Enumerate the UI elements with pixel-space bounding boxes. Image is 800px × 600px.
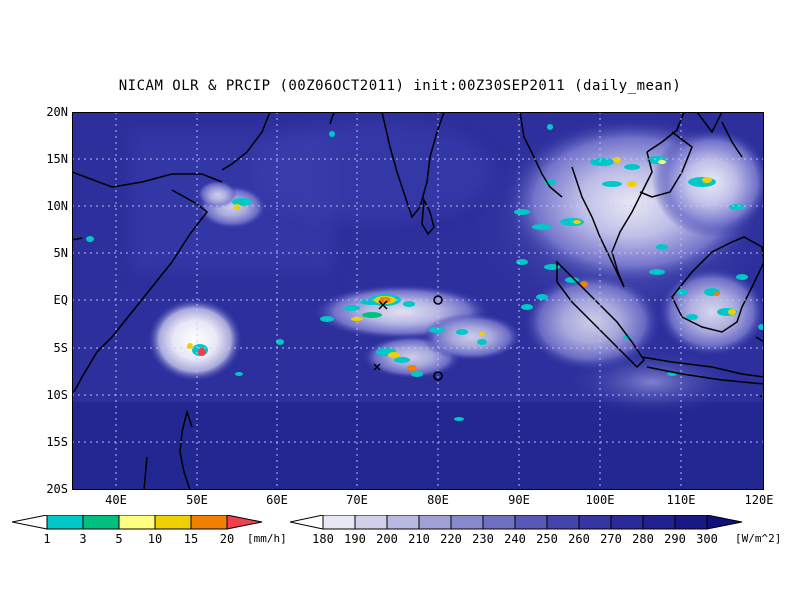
lon-label: 90E <box>508 493 530 507</box>
africa-east-coast <box>73 189 209 393</box>
lon-label: 50E <box>186 493 208 507</box>
sri-lanka-coast <box>421 197 435 236</box>
olr-tick: 200 <box>376 532 398 546</box>
olr-precip-map <box>72 112 764 490</box>
borneo-coast <box>671 236 764 333</box>
cross-marker <box>373 363 381 371</box>
olr-colorbar <box>290 515 743 530</box>
precip-color-3 <box>118 515 156 530</box>
arabia-south-coast <box>221 112 271 171</box>
malay-peninsula-west <box>571 166 625 288</box>
lat-label: 15N <box>46 152 68 166</box>
lat-label: 10S <box>46 388 68 402</box>
lat-label: 5S <box>53 341 68 355</box>
lon-label: 120E <box>744 493 774 507</box>
olr-tick: 240 <box>504 532 526 546</box>
olr-tick: 270 <box>600 532 622 546</box>
precip-colorbar <box>12 515 263 530</box>
lon-label: 60E <box>266 493 288 507</box>
precip-tick: 15 <box>183 532 199 546</box>
sumatra-coast <box>556 260 645 369</box>
precip-color-5 <box>190 515 228 530</box>
arabia-coast <box>72 171 223 188</box>
precip-tick: 20 <box>219 532 235 546</box>
lat-label: 15S <box>46 435 68 449</box>
lon-label: 70E <box>346 493 368 507</box>
olr-tick: 280 <box>632 532 654 546</box>
lon-label: 100E <box>585 493 615 507</box>
grid-lines <box>72 112 764 490</box>
olr-tick: 250 <box>536 532 558 546</box>
precip-tick: 3 <box>79 532 87 546</box>
lat-label: 10N <box>46 199 68 213</box>
olr-unit: [W/m^2] <box>735 532 782 545</box>
olr-tick: 180 <box>312 532 334 546</box>
precip-color-4 <box>154 515 192 530</box>
lat-label: EQ <box>53 293 68 307</box>
lon-label: 110E <box>666 493 696 507</box>
olr-tick: 220 <box>440 532 462 546</box>
precip-tick: 10 <box>147 532 163 546</box>
olr-tick: 300 <box>696 532 718 546</box>
india-north-coast <box>329 112 335 125</box>
indochina-coast <box>646 112 685 153</box>
lat-label: 20N <box>46 105 68 119</box>
malay-peninsula-east <box>611 151 653 288</box>
olr-tick: 190 <box>344 532 366 546</box>
olr-tick: 290 <box>664 532 686 546</box>
circle-marker <box>433 295 443 305</box>
lon-label: 80E <box>427 493 449 507</box>
precip-patches <box>86 124 764 421</box>
lat-label: 5N <box>53 246 68 260</box>
precip-color-1 <box>46 515 84 530</box>
precip-color-2 <box>82 515 120 530</box>
precip-tick: 5 <box>115 532 123 546</box>
olr-tick: 260 <box>568 532 590 546</box>
java-coast <box>641 356 764 385</box>
latitude-axis: 20N 15N 10N 5N EQ 5S 10S 15S 20S <box>0 0 68 600</box>
india-coast <box>381 112 445 219</box>
station-markers <box>373 295 443 381</box>
lat-label: 20S <box>46 482 68 496</box>
cross-marker <box>378 300 388 310</box>
olr-tick: 230 <box>472 532 494 546</box>
circle-marker <box>433 371 443 381</box>
olr-tick: 210 <box>408 532 430 546</box>
precip-tick: 1 <box>43 532 51 546</box>
map-frame <box>72 112 764 490</box>
precip-unit: [mm/h] <box>247 532 287 545</box>
page-title: NICAM OLR & PRCIP (00Z06OCT2011) init:00… <box>118 78 682 94</box>
lon-label: 40E <box>105 493 127 507</box>
myanmar-coast <box>519 112 563 198</box>
